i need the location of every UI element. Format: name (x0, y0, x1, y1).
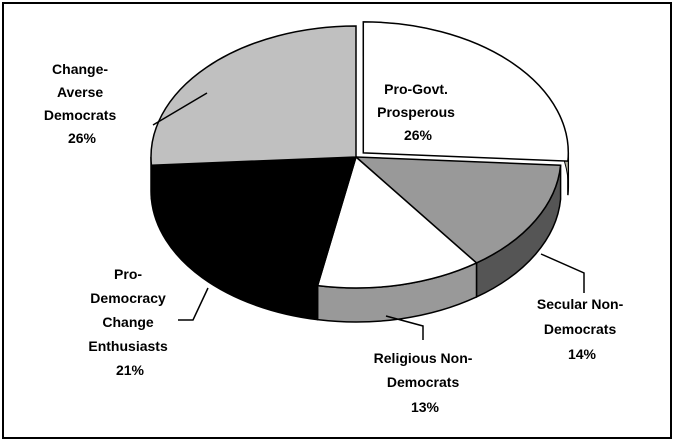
pie-slice-change-averse-democrats (150, 25, 357, 167)
label-pro-govt-prosperous: Pro-Govt. Prosperous 26% (377, 81, 459, 143)
label-pro-democracy-change-enthusiasts: Pro- Democracy Change Enthusiasts 21% (88, 266, 171, 378)
label-line: Democracy (90, 290, 166, 306)
label-line: Democrats (544, 321, 617, 337)
label-line: Democrats (44, 107, 117, 123)
label-line: 26% (404, 127, 433, 143)
label-secular-non-democrats: Secular Non- Democrats 14% (537, 296, 627, 362)
pie-slice-pro-democracy-change-enthusiasts (150, 156, 358, 287)
label-line: Prosperous (377, 104, 455, 120)
pie-slice-religious-non-democrats (316, 155, 478, 289)
label-line: 26% (68, 130, 97, 146)
label-line: Pro- (114, 266, 142, 282)
label-line: 21% (116, 362, 145, 378)
label-line: Religious Non- (374, 350, 473, 366)
leader-line-religious (385, 315, 424, 340)
label-line: Change (102, 314, 154, 330)
slice-labels: Pro-Govt. Prosperous 26% Secular Non- De… (44, 61, 627, 415)
pie-slice-pro-govt-prosperous (362, 21, 570, 162)
label-line: Secular Non- (537, 296, 624, 312)
label-line: 13% (411, 399, 440, 415)
pie-tops (150, 21, 570, 289)
leader-line-change-averse (152, 92, 208, 126)
label-line: Democrats (387, 374, 460, 390)
label-line: 14% (568, 346, 597, 362)
label-line: Pro-Govt. (384, 81, 448, 97)
label-religious-non-democrats: Religious Non- Democrats 13% (374, 350, 477, 415)
label-line: Averse (57, 84, 103, 100)
label-change-averse-democrats: Change- Averse Democrats 26% (44, 61, 120, 146)
pie-slice-secular-non-democrats (353, 156, 562, 264)
leader-lines (152, 92, 585, 340)
label-line: Enthusiasts (88, 338, 168, 354)
label-line: Change- (52, 61, 108, 77)
leader-line-pro-democracy (178, 287, 209, 321)
leader-line-secular (540, 253, 585, 293)
